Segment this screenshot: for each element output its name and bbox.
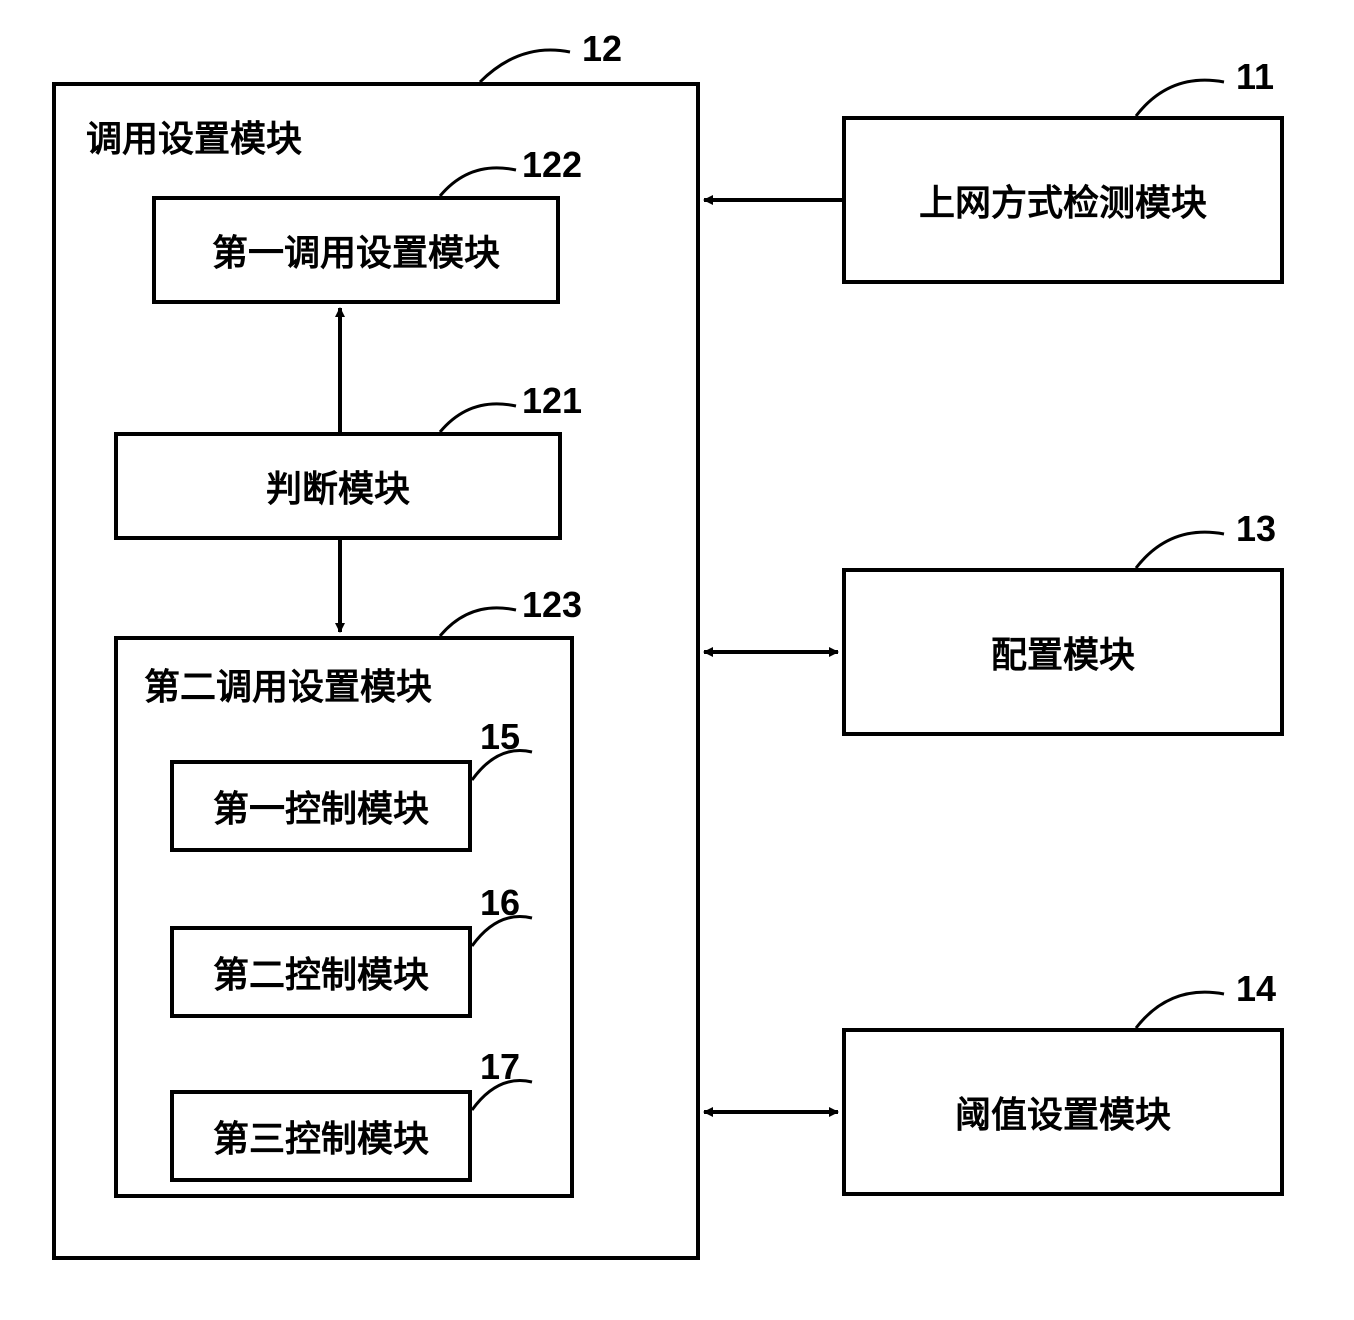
box-121-text: 判断模块 xyxy=(266,460,410,512)
box-13: 配置模块 xyxy=(842,568,1284,736)
ref-11: 11 xyxy=(1236,56,1274,98)
ref-16: 16 xyxy=(480,882,520,924)
ref-17: 17 xyxy=(480,1046,520,1088)
box-13-text: 配置模块 xyxy=(991,626,1135,678)
box-11: 上网方式检测模块 xyxy=(842,116,1284,284)
box-11-text: 上网方式检测模块 xyxy=(919,174,1207,226)
ref-15: 15 xyxy=(480,716,520,758)
leader-12 xyxy=(480,50,570,82)
box-122: 第一调用设置模块 xyxy=(152,196,560,304)
box-15: 第一控制模块 xyxy=(170,760,472,852)
box-16-text: 第二控制模块 xyxy=(213,946,429,998)
ref-13: 13 xyxy=(1236,508,1276,550)
box-122-text: 第一调用设置模块 xyxy=(212,224,500,276)
box-15-text: 第一控制模块 xyxy=(213,780,429,832)
leader-13 xyxy=(1136,532,1224,568)
box-14: 阈值设置模块 xyxy=(842,1028,1284,1196)
ref-12: 12 xyxy=(582,28,622,70)
leader-14 xyxy=(1136,992,1224,1028)
box-14-text: 阈值设置模块 xyxy=(955,1086,1171,1138)
ref-14: 14 xyxy=(1236,968,1276,1010)
ref-121: 121 xyxy=(522,380,582,422)
box-121: 判断模块 xyxy=(114,432,562,540)
box-16: 第二控制模块 xyxy=(170,926,472,1018)
leader-11 xyxy=(1136,80,1224,116)
box-17: 第三控制模块 xyxy=(170,1090,472,1182)
ref-123: 123 xyxy=(522,584,582,626)
outer-module-title: 调用设置模块 xyxy=(86,110,302,162)
box-123-title: 第二调用设置模块 xyxy=(144,658,432,710)
box-17-text: 第三控制模块 xyxy=(213,1110,429,1162)
ref-122: 122 xyxy=(522,144,582,186)
